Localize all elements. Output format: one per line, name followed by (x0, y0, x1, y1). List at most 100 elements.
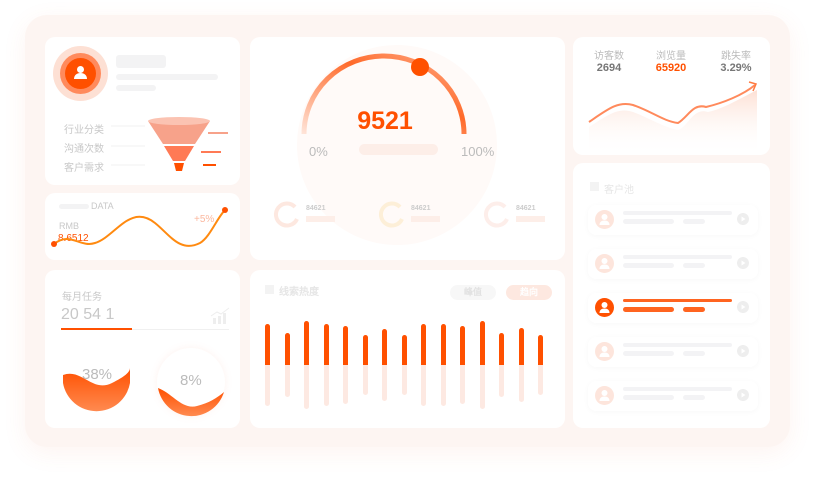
heat-bar-reflection (479, 365, 485, 409)
tab-peak[interactable]: 峰值 (450, 285, 496, 300)
heat-bar-reflection (382, 365, 387, 401)
stat-item: 浏览量 65920 (643, 47, 699, 74)
funnel-tier-2 (164, 146, 194, 161)
gauge-8 (158, 388, 224, 417)
play-icon[interactable] (737, 345, 749, 357)
user-icon (74, 66, 87, 79)
heat-bar (362, 335, 368, 365)
stats-card: 访客数 2694 浏览量 65920 跳失率 3.29% (573, 37, 770, 155)
trend-line (51, 207, 228, 247)
user-icon (595, 254, 614, 273)
task-value: 20 54 1 (61, 306, 115, 323)
heat-bar (499, 333, 504, 365)
heat-bar-reflection (499, 365, 504, 397)
heat-bar (284, 333, 290, 365)
stat-label: 访客数 (594, 51, 624, 62)
funnel-chart (111, 117, 228, 171)
user-icon (595, 342, 614, 361)
stat-value: 2694 (596, 62, 622, 74)
heat-bar (382, 329, 387, 365)
heat-bar-reflection (265, 365, 270, 406)
funnel-tier-1 (148, 121, 210, 144)
data-card: DATA RMB 8.6512 +5% (45, 193, 240, 260)
monthly-task-card: 每月任务 20 54 1 38% 8% (45, 270, 240, 428)
heat-bar-reflection (323, 365, 329, 406)
heat-bar (343, 326, 348, 365)
stat-value: 3.29% (720, 62, 752, 74)
name-placeholder (116, 55, 166, 68)
task-title: 每月任务 (62, 292, 102, 303)
heat-bar-reflection (538, 365, 543, 395)
avatar[interactable] (53, 46, 108, 101)
funnel-label: 客户需求 (64, 163, 104, 174)
progress-arc (301, 53, 467, 135)
max-label: 100% (461, 144, 495, 159)
mini-ring-icon (483, 201, 509, 228)
play-icon[interactable] (737, 389, 749, 401)
heat-bar (518, 328, 524, 365)
info-placeholder (116, 85, 156, 91)
heat-bar-reflection (284, 365, 290, 397)
heat-bar-reflection (343, 365, 348, 404)
heat-bar-reflection (518, 365, 524, 402)
heat-bar-reflection (460, 365, 465, 404)
funnel-label: 行业分类 (64, 125, 104, 136)
stat-label: 跳失率 (721, 51, 751, 62)
mini-stat: 84621 (483, 200, 575, 230)
pool-title: 客户池 (604, 185, 634, 196)
heat-bar (401, 335, 407, 365)
gauge-card: 9521 0% 100% 84621 84621 84621 (250, 37, 565, 260)
mini-stat: 84621 (378, 200, 470, 230)
user-icon (595, 210, 614, 229)
heat-bar (460, 326, 465, 365)
tab-trend[interactable]: 趋向 (506, 285, 552, 300)
stat-item: 跳失率 3.29% (708, 47, 764, 74)
gauge-38-label: 38% (82, 366, 113, 383)
heat-bar (479, 321, 485, 365)
change-label: +5% (194, 214, 215, 225)
mini-stat-value: 84621 (411, 205, 431, 212)
play-icon[interactable] (737, 213, 749, 225)
info-placeholder (116, 74, 218, 80)
heat-bar (421, 324, 426, 365)
profile-card: 行业分类 沟通次数 客户需求 (45, 37, 240, 185)
stat-value: 65920 (655, 62, 687, 74)
customer-row[interactable] (588, 337, 758, 367)
heat-bar (265, 324, 270, 365)
visitor-trend-chart (588, 81, 758, 155)
progress-handle (411, 58, 429, 76)
task-progress (61, 328, 132, 330)
funnel-label: 沟通次数 (64, 144, 104, 155)
customer-pool-card: 客户池 (573, 163, 770, 428)
stat-item: 访客数 2694 (581, 47, 637, 74)
currency-label: RMB (59, 221, 79, 231)
customer-row[interactable] (588, 381, 758, 411)
mini-stat: 84621 (273, 200, 365, 230)
heat-bar-reflection (421, 365, 426, 406)
customer-row[interactable] (588, 249, 758, 279)
heat-card: 线索热度 峰值 趋向 (250, 270, 565, 428)
play-icon[interactable] (737, 301, 749, 313)
user-icon (595, 298, 614, 317)
heat-title: 线索热度 (279, 287, 319, 298)
heat-bar-reflection (304, 365, 309, 409)
mini-ring-icon (273, 201, 299, 228)
gauge-value: 9521 (357, 107, 413, 135)
heat-bar (538, 335, 543, 365)
heat-bar (440, 324, 446, 365)
data-value: 8.6512 (58, 233, 89, 244)
data-title: DATA (91, 201, 114, 211)
customer-row[interactable] (588, 205, 758, 235)
gauge-38 (63, 368, 130, 412)
play-icon[interactable] (737, 257, 749, 269)
heat-bar-reflection (440, 365, 446, 406)
customer-row[interactable] (588, 293, 758, 323)
user-icon (595, 386, 614, 405)
heat-bar (323, 324, 329, 365)
mini-stat-value: 84621 (306, 205, 326, 212)
heat-bar-reflection (401, 365, 407, 395)
heat-bar (304, 321, 309, 365)
mini-ring-icon (378, 201, 404, 228)
gauge-8-label: 8% (180, 372, 202, 389)
mini-stat-value: 84621 (516, 205, 536, 212)
